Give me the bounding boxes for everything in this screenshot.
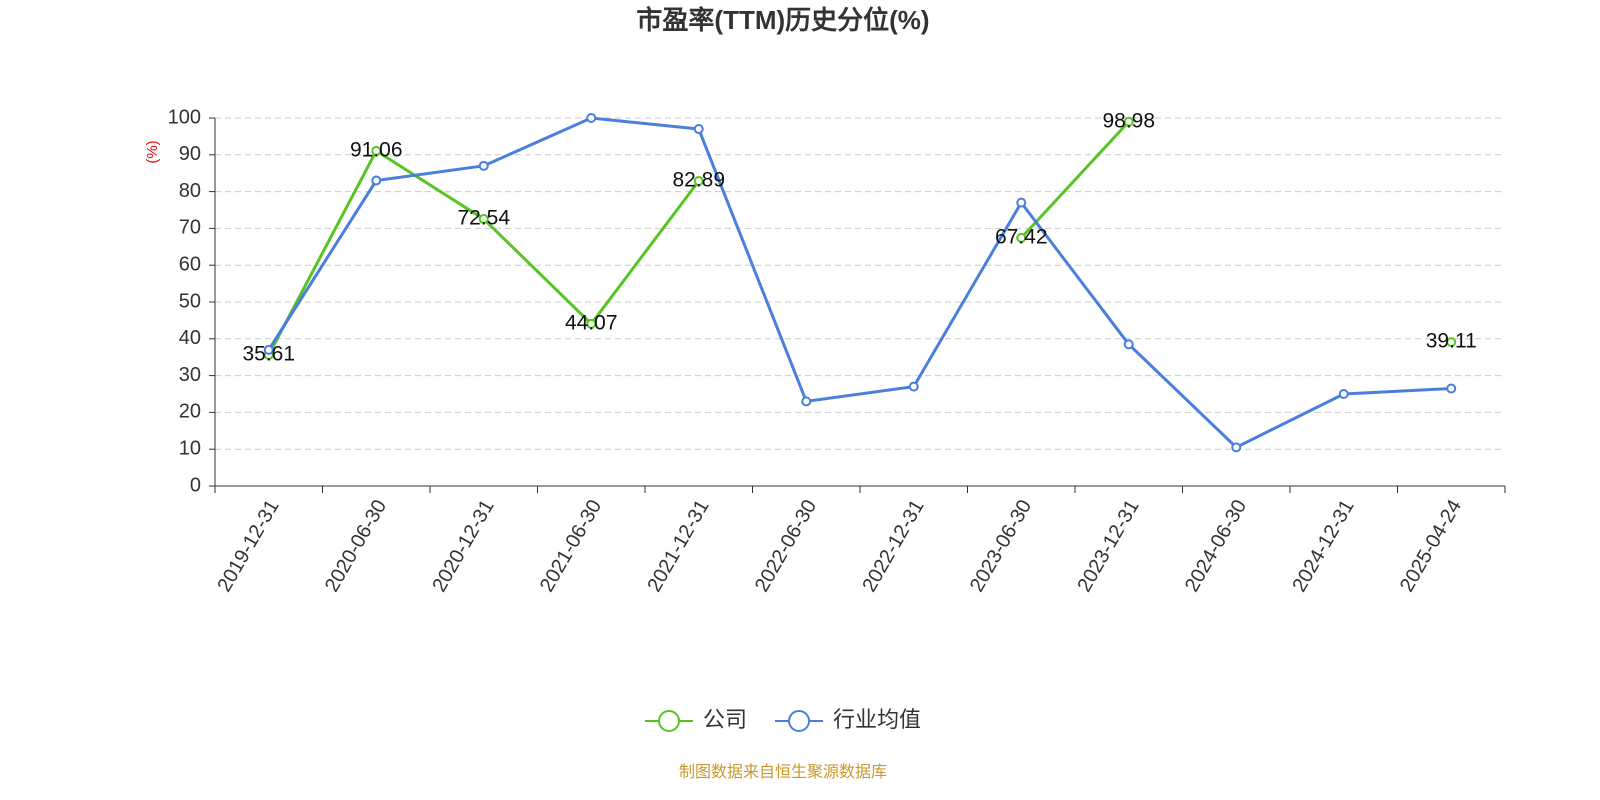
x-tick-label: 2023-12-31 bbox=[1073, 496, 1143, 596]
x-tick-label: 2024-06-30 bbox=[1181, 496, 1251, 596]
x-tick-label: 2022-12-31 bbox=[858, 496, 928, 596]
y-tick-label: 60 bbox=[179, 253, 201, 275]
data-label: 44.07 bbox=[565, 311, 618, 334]
data-point bbox=[801, 396, 812, 407]
x-tick-label: 2024-12-31 bbox=[1288, 496, 1358, 596]
data-label: 35.61 bbox=[242, 343, 295, 366]
data-point bbox=[371, 175, 382, 186]
data-point bbox=[478, 160, 489, 171]
y-tick-label: 70 bbox=[179, 217, 201, 239]
x-tick-label: 2021-06-30 bbox=[536, 496, 606, 596]
data-label: 98.98 bbox=[1102, 109, 1155, 132]
data-label: 82.89 bbox=[672, 169, 725, 192]
data-point bbox=[1446, 337, 1457, 348]
legend-marker bbox=[788, 710, 811, 732]
data-point bbox=[1231, 442, 1242, 453]
data-point bbox=[1446, 383, 1457, 394]
data-point bbox=[1338, 389, 1349, 399]
data-point bbox=[1016, 197, 1027, 208]
y-axis-label: (%) bbox=[144, 140, 161, 163]
x-tick-label: 2020-06-30 bbox=[321, 496, 391, 596]
data-point bbox=[693, 124, 704, 135]
data-point bbox=[263, 344, 274, 355]
series-line bbox=[269, 122, 1452, 355]
chart-title: 市盈率(TTM)历史分位(%) bbox=[636, 5, 929, 35]
legend-label[interactable]: 行业均值 bbox=[833, 707, 921, 732]
data-point bbox=[1123, 116, 1134, 127]
x-tick-label: 2020-12-31 bbox=[428, 496, 498, 596]
y-tick-label: 10 bbox=[179, 437, 201, 459]
series-line bbox=[267, 116, 1452, 450]
y-tick-label: 50 bbox=[179, 290, 201, 312]
y-tick-label: 80 bbox=[179, 180, 201, 202]
data-label: 91.06 bbox=[350, 138, 403, 161]
y-tick-label: 0 bbox=[190, 474, 201, 496]
legend-marker bbox=[658, 710, 680, 732]
y-tick-label: 20 bbox=[179, 401, 201, 423]
y-tick-label: 100 bbox=[168, 106, 201, 128]
source-note: 制图数据来自恒生聚源数据库 bbox=[679, 763, 887, 781]
x-tick-label: 2019-12-31 bbox=[213, 496, 283, 596]
data-label: 72.54 bbox=[457, 207, 510, 230]
y-tick-label: 90 bbox=[179, 143, 201, 165]
data-point bbox=[586, 113, 597, 123]
y-tick-label: 30 bbox=[179, 364, 201, 386]
data-point bbox=[693, 175, 704, 186]
x-tick-label: 2021-12-31 bbox=[643, 496, 713, 596]
data-label: 39.11 bbox=[1426, 330, 1477, 353]
data-label: 67.42 bbox=[995, 225, 1048, 248]
legend-label[interactable]: 公司 bbox=[703, 707, 747, 732]
y-tick-label: 40 bbox=[179, 327, 201, 349]
data-point bbox=[478, 214, 489, 225]
x-tick-label: 2023-06-30 bbox=[966, 496, 1036, 596]
data-point bbox=[1123, 339, 1134, 350]
data-point bbox=[908, 381, 919, 392]
data-point bbox=[371, 145, 382, 156]
data-point bbox=[586, 318, 597, 329]
x-tick-label: 2022-06-30 bbox=[751, 496, 821, 596]
x-tick-label: 2025-04-24 bbox=[1396, 496, 1466, 596]
data-point bbox=[1016, 232, 1027, 243]
